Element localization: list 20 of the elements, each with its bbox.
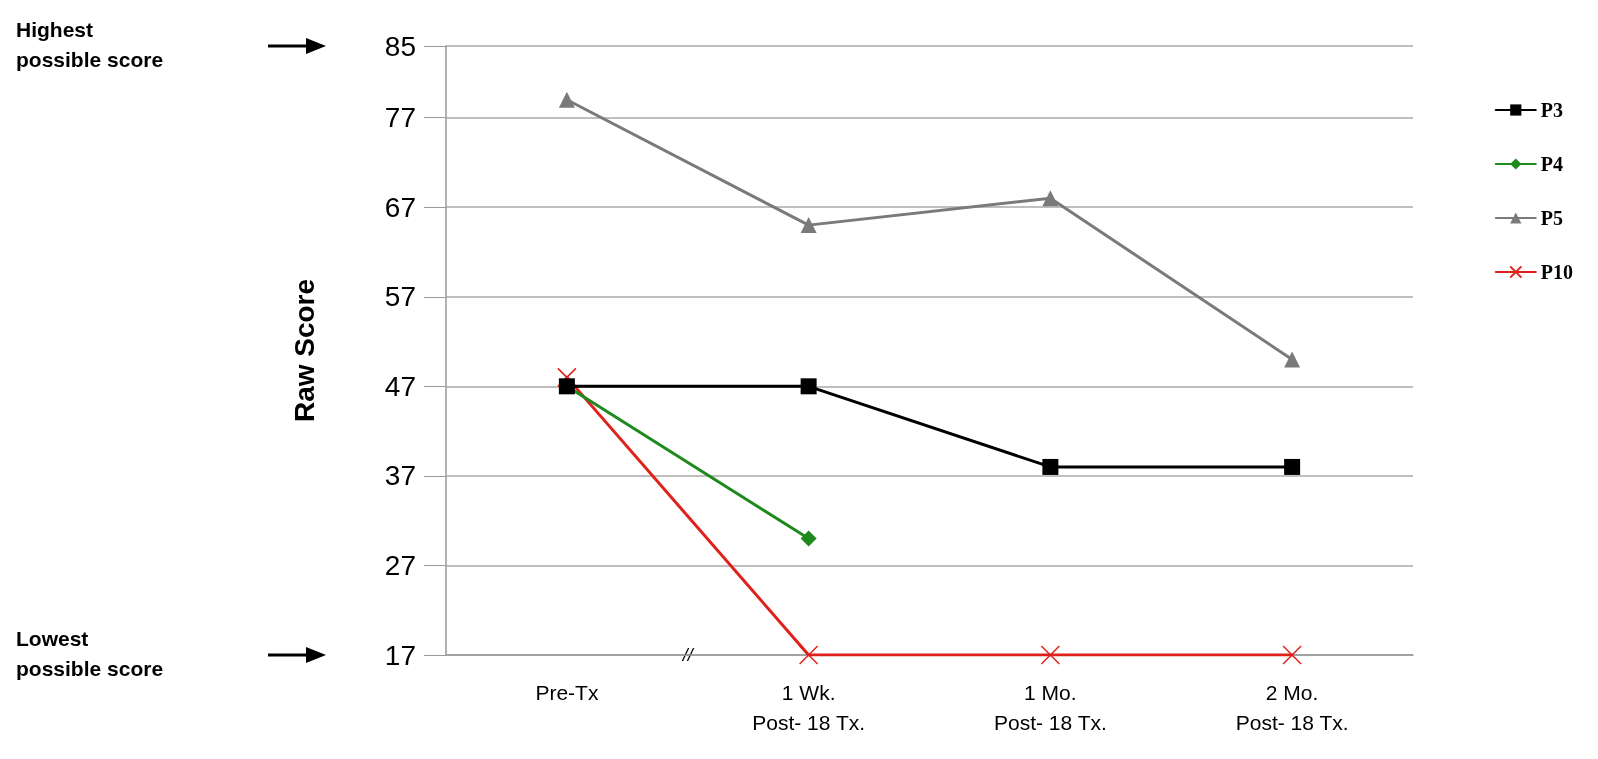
annotation: //: [680, 645, 695, 665]
text: Lowest possible score: [16, 626, 164, 680]
x-tick-label: 2 Mo. Post- 18 Tx.: [1235, 680, 1349, 734]
legend-label: P10: [1540, 261, 1573, 283]
y-tick-label: 85: [384, 30, 416, 62]
y-tick-label: 37: [384, 460, 416, 492]
y-tick-label: 57: [384, 281, 416, 313]
legend-label: P5: [1540, 207, 1563, 229]
x-tick-label: Pre-Tx: [535, 680, 599, 704]
y-tick-label: 27: [384, 549, 416, 581]
legend-label: P4: [1540, 153, 1563, 175]
y-axis-title: Raw Score: [288, 278, 320, 423]
y-tick-label: 67: [384, 191, 416, 223]
y-tick-label: 77: [384, 102, 416, 134]
x-tick-label: 1 Mo. Post- 18 Tx.: [993, 680, 1107, 734]
legend-label: P3: [1540, 99, 1563, 121]
x-tick-label: 1 Wk. Post- 18 Tx.: [752, 680, 866, 734]
y-tick-label: 17: [384, 639, 416, 671]
y-tick-label: 47: [384, 370, 416, 402]
text: Highest possible score: [16, 17, 164, 71]
